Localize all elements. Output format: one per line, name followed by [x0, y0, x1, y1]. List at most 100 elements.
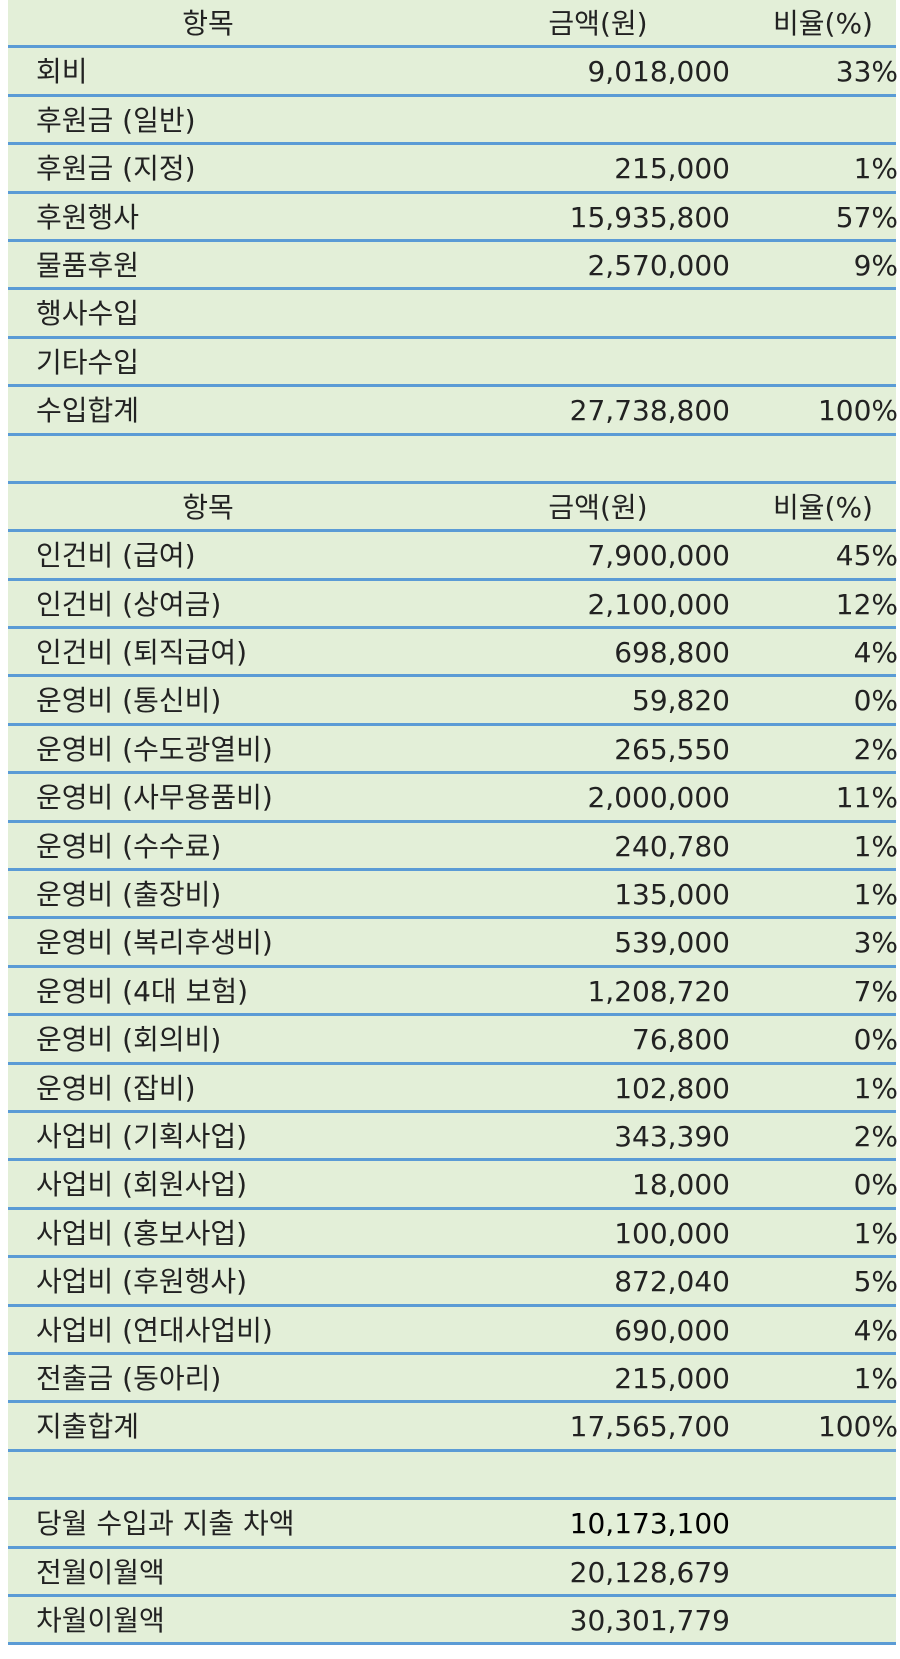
row-item: 당월 수입과 지출 차액: [36, 1507, 295, 1541]
row-item: 운영비 (수수료): [36, 829, 222, 863]
row-item: 후원금 (지정): [36, 152, 196, 186]
table-row: 운영비 (통신비) 59,820 0%: [8, 677, 898, 726]
row-amount: 265,550: [614, 732, 730, 766]
row-item: 사업비 (연대사업비): [36, 1313, 273, 1347]
row-item: 사업비 (후원행사): [36, 1265, 248, 1299]
row-item: 운영비 (수도광열비): [36, 732, 273, 766]
row-ratio: 0%: [853, 684, 898, 718]
row-ratio: 2%: [853, 732, 898, 766]
income-header-item: 항목: [182, 7, 234, 40]
row-ratio: 1%: [853, 1216, 898, 1250]
row-item: 후원행사: [36, 200, 140, 234]
row-amount: 100,000: [614, 1216, 730, 1250]
spacer-row: [8, 435, 896, 484]
table-row: 행사수입: [8, 290, 898, 339]
income-total-row: 수입합계 27,738,800 100%: [8, 387, 898, 436]
row-item: 운영비 (사무용품비): [36, 781, 273, 815]
income-header-ratio: 비율(%): [773, 7, 873, 40]
table-row: 사업비 (회원사업) 18,000 0%: [8, 1161, 898, 1210]
row-item: 운영비 (복리후생비): [36, 926, 273, 960]
table-row: 인건비 (상여금) 2,100,000 12%: [8, 580, 898, 630]
row-amount: 539,000: [614, 926, 730, 960]
row-amount: 2,000,000: [587, 781, 730, 815]
row-amount: 698,800: [614, 636, 730, 670]
row-ratio: 57%: [835, 200, 898, 234]
row-item: 인건비 (상여금): [36, 587, 222, 621]
row-ratio: 4%: [853, 636, 898, 670]
expense-header-item: 항목: [182, 490, 234, 524]
expense-rows: 인건비 (급여) 7,900,000 45% 인건비 (상여금) 2,100,000 1…: [0, 532, 900, 1452]
table-row: 사업비 (기획사업) 343,390 2%: [8, 1112, 898, 1162]
table-row: 운영비 (잡비) 102,800 1%: [8, 1064, 898, 1113]
row-ratio: [730, 97, 898, 142]
row-item: 인건비 (급여): [36, 539, 196, 573]
table-row: 회비 9,018,000 33%: [8, 48, 898, 97]
row-amount: 690,000: [614, 1313, 730, 1347]
income-header-row: 항목 금액(원) 비율(%): [8, 0, 896, 49]
table-row: 전출금 (동아리) 215,000 1%: [8, 1354, 898, 1404]
table-row: 사업비 (연대사업비) 690,000 4%: [8, 1306, 898, 1355]
table-row: 인건비 (퇴직급여) 698,800 4%: [8, 629, 898, 678]
balance-rows: 당월 수입과 지출 차액 10,173,100 전월이월액 20,128,679 차…: [0, 1500, 900, 1646]
row-ratio: 4%: [853, 1313, 898, 1347]
row-ratio: [730, 339, 898, 384]
row-amount: 102,800: [614, 1071, 730, 1105]
row-item: 전월이월액: [36, 1555, 165, 1589]
row-item: 운영비 (통신비): [36, 684, 222, 718]
row-ratio: 100%: [817, 1410, 898, 1444]
row-amount: 343,390: [614, 1119, 730, 1153]
row-amount: 76,800: [632, 1023, 730, 1057]
table-row: 운영비 (수도광열비) 265,550 2%: [8, 725, 898, 775]
row-ratio: [730, 290, 898, 335]
row-item: 전출금 (동아리): [36, 1361, 222, 1395]
table-row: 운영비 (4대 보험) 1,208,720 7%: [8, 967, 898, 1017]
row-item: 행사수입: [36, 297, 140, 331]
row-ratio: 1%: [853, 829, 898, 863]
row-ratio: 7%: [853, 974, 898, 1008]
row-amount: 2,100,000: [587, 587, 730, 621]
row-ratio: 0%: [853, 1168, 898, 1202]
row-item: 운영비 (출장비): [36, 878, 222, 912]
income-header-amount: 금액(원): [548, 7, 648, 40]
table-row: 사업비 (후원행사) 872,040 5%: [8, 1258, 898, 1307]
row-amount: 9,018,000: [587, 55, 730, 89]
table-row: 물품후원 2,570,000 9%: [8, 241, 898, 291]
row-item: 인건비 (퇴직급여): [36, 636, 248, 670]
row-ratio: 0%: [853, 1023, 898, 1057]
expense-total-row: 지출합계 17,565,700 100%: [8, 1403, 898, 1452]
spacer-row: [8, 1451, 896, 1501]
row-item: 회비: [36, 55, 88, 89]
table-row: 기타수입: [8, 338, 898, 388]
row-item: 후원금 (일반): [36, 103, 196, 137]
table-row: 사업비 (홍보사업) 100,000 1%: [8, 1209, 898, 1259]
table-row: 인건비 (급여) 7,900,000 45%: [8, 532, 898, 581]
monthly-difference-row: 당월 수입과 지출 차액 10,173,100: [8, 1500, 896, 1549]
row-ratio: 100%: [817, 394, 898, 428]
carried-forward-row: 전월이월액 20,128,679: [8, 1548, 896, 1597]
table-row: 후원금 (지정) 215,000 1%: [8, 145, 898, 194]
table-row: 운영비 (출장비) 135,000 1%: [8, 871, 898, 920]
row-amount: [428, 97, 730, 142]
row-item: 지출합계: [36, 1410, 140, 1444]
income-rows: 회비 9,018,000 33% 후원금 (일반) 후원금 (지정) 215,000 1…: [0, 48, 900, 436]
row-ratio: 3%: [853, 926, 898, 960]
row-item: 운영비 (잡비): [36, 1071, 196, 1105]
row-amount: 215,000: [614, 152, 730, 186]
row-item: 사업비 (홍보사업): [36, 1216, 248, 1250]
row-amount: 59,820: [632, 684, 730, 718]
row-ratio: 12%: [835, 587, 898, 621]
row-amount: [428, 339, 730, 384]
row-ratio: 45%: [835, 539, 898, 573]
next-month-balance-row: 차월이월액 30,301,779: [8, 1596, 896, 1646]
row-item: 기타수입: [36, 345, 140, 379]
row-item: 사업비 (기획사업): [36, 1119, 248, 1153]
row-item: 차월이월액: [36, 1603, 165, 1637]
row-item: 사업비 (회원사업): [36, 1168, 248, 1202]
row-amount: 7,900,000: [587, 539, 730, 573]
row-ratio: 1%: [853, 878, 898, 912]
row-amount: 10,173,100: [569, 1507, 730, 1541]
row-amount: 135,000: [614, 878, 730, 912]
table-row: 운영비 (사무용품비) 2,000,000 11%: [8, 774, 898, 823]
row-amount: 27,738,800: [569, 394, 730, 428]
